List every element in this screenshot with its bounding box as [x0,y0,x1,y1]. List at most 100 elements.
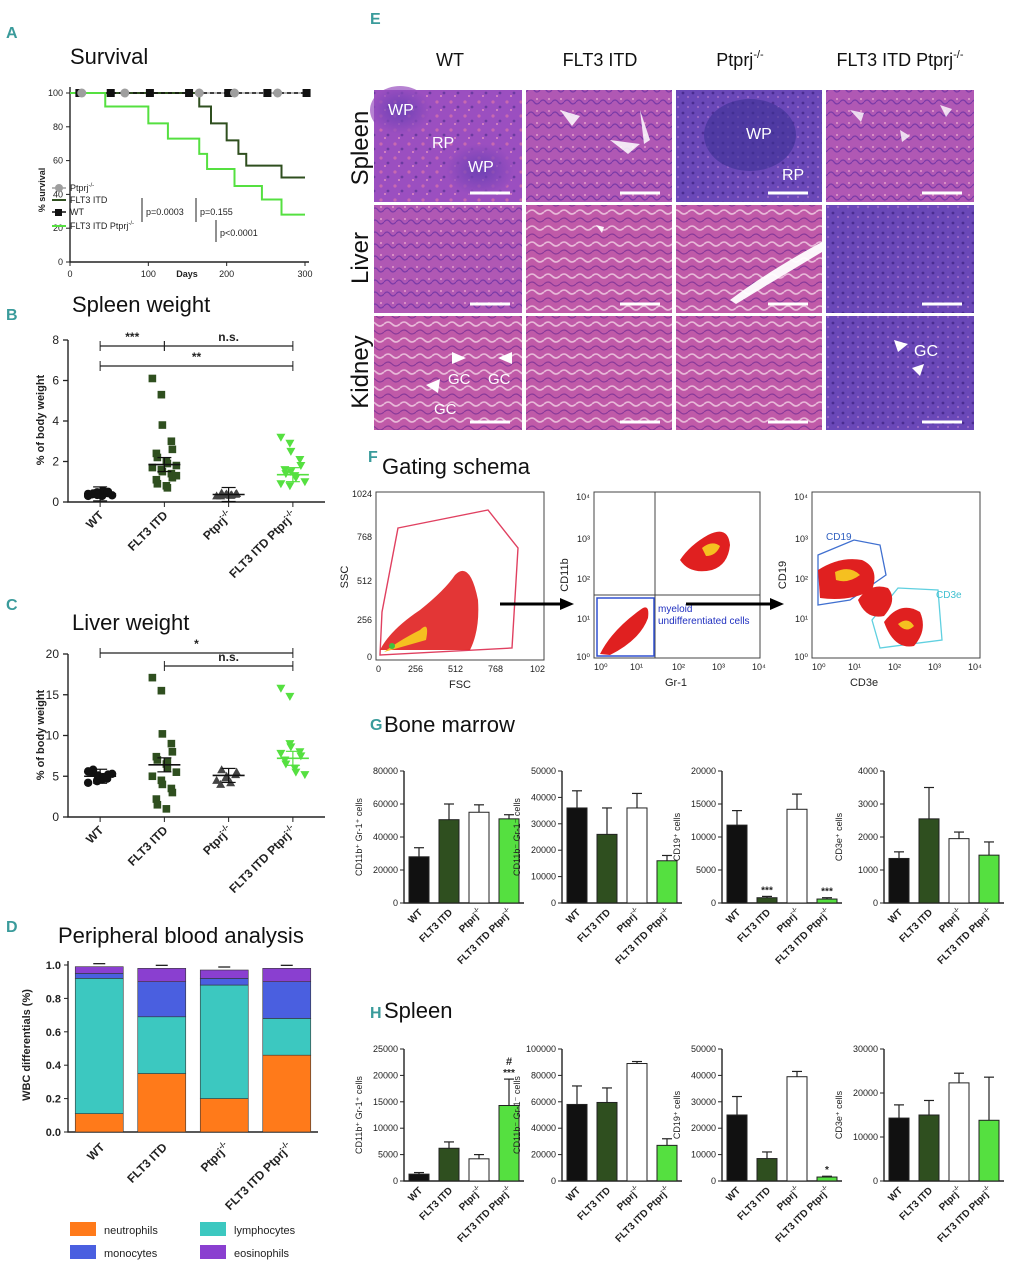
spl-3-xlabel-2: Ptprj-/- [937,1185,966,1214]
survival-xtick-label: 100 [141,269,156,279]
spl-3-bar-0 [888,1117,910,1182]
survival-marker-wt [302,89,311,97]
spleen-point [157,390,166,399]
flow2-ytick-0: 10⁰ [576,652,590,662]
liver-sig-label: n.s. [218,650,239,664]
spleen-point [167,469,176,478]
pvalue-1: p=0.0003 [146,207,184,217]
spl-3-xlabel-3: FLT3 ITD Ptprj-/- [935,1185,995,1245]
spleen-point [152,449,161,458]
bm-2-ytick-label: 15000 [691,799,716,809]
flow3-xtick-0: 10⁰ [812,662,826,672]
spl-2-bar-0 [726,1114,748,1182]
liver-point [167,784,176,793]
spleen-ytick-label: 4 [52,414,59,428]
liver-xlabel-1: FLT3 ITD [125,823,171,869]
bm-2-ytick-label: 10000 [691,832,716,842]
label-gc-4: GC [914,343,938,360]
spl-2-ytick-label: 20000 [691,1123,716,1133]
legend-swatch-eosinophils [200,1245,226,1259]
label-wp-1: WP [388,102,414,119]
bm-1-bar-1 [596,833,618,904]
flow1-xlabel: FSC [449,679,471,691]
legend-neutrophils: neutrophils [104,1225,158,1237]
spleen-point [102,488,112,498]
survival-curves [70,88,311,216]
flow2-ytick-4: 10⁴ [576,492,590,502]
spleen-point [148,374,157,383]
survival-ytick-label: 20 [53,223,63,233]
liver-point [168,788,177,797]
liver-point [172,768,181,776]
survival-ytick-label: 40 [53,189,63,199]
blood-bar-eosinophils [199,969,249,979]
bm-3-ytick-label: 0 [873,898,878,908]
spl-2-xlabel-1: FLT3 ITD [736,1185,773,1222]
spl-1-ytick-label: 60000 [531,1097,556,1107]
flow1-xtick-1: 256 [408,664,423,674]
survival-axis-lines [69,87,309,263]
bm-1-bar-3 [656,860,678,904]
flow2-xtick-0: 10⁰ [594,662,608,672]
spleen-bar-charts: 0 5000 10000 15000 20000 25000 CD11b⁺ Gr-1⁺ ce… [354,1044,1004,1245]
spleen-xlabel-2: Ptprj-/- [199,507,235,543]
bm-1-xlabel-2: Ptprj-/- [615,907,644,936]
spl-2-ytick-label: 50000 [691,1044,716,1054]
spl-0-ytick-label: 25000 [373,1044,398,1054]
bm-2-sig-1: *** [761,885,773,896]
liver-point [212,775,222,784]
spl-3-bar-2 [948,1082,970,1182]
bm-3-xlabel-3: FLT3 ITD Ptprj-/- [935,907,995,967]
bm-2-ylabel: CD19⁺ cells [672,812,682,861]
histo-spleen-flt3 [526,90,672,202]
pvalue-2: p=0.155 [200,207,233,217]
spleen-point [285,482,295,491]
histo-kidney-double [826,316,974,430]
panel-c-label: C [6,597,18,614]
survival-curve-flt3 [70,92,305,179]
bm-1-xlabel-0: WT [564,907,583,926]
survival-marker-wt [145,89,154,97]
liver-point [232,767,242,776]
liver-point [83,778,93,787]
spleen-weight-y-label: % of body weight [35,374,47,465]
bm-3-xlabel-2: Ptprj-/- [937,907,966,936]
histology-row-kidney: Kidney [347,335,374,408]
liver-ytick-label: 10 [46,729,60,743]
liver-point [216,779,226,788]
survival-marker-ptprj [230,88,239,98]
bm-3-ytick-label: 3000 [858,799,878,809]
spl-0-ylabel: CD11b⁺ Gr-1⁺ cells [354,1076,364,1154]
liver-weight-y-label: % of body weight [35,689,47,780]
bm-1-ytick-label: 0 [551,898,556,908]
spl-1-ytick-label: 80000 [531,1070,556,1080]
panel-h-label: H [370,1005,382,1022]
blood-ytick-label: 0.8 [46,993,61,1005]
liver-point [148,772,157,781]
bm-2-xlabel-2: Ptprj-/- [775,907,804,936]
spleen-point [152,475,161,484]
spl-0-ytick-label: 15000 [373,1097,398,1107]
liver-point [276,749,286,758]
blood-ytick-label: 0.6 [46,1027,61,1039]
bm-1-ytick-label: 30000 [531,819,556,829]
flow3-xtick-3: 10³ [928,662,941,672]
survival-xtick-label: 300 [297,269,312,279]
spl-3-ytick-label: 0 [873,1176,878,1186]
histology-row-liver: Liver [347,232,374,284]
label-gc-3: GC [434,401,457,418]
legend-eosinophils: eosinophils [234,1248,290,1260]
blood-ytick-label: 1.0 [46,960,61,972]
label-rp-2: RP [782,167,804,184]
bm-1-ytick-label: 40000 [531,792,556,802]
spl-0-bar-2 [468,1158,490,1182]
histology-col-ptprj: Ptprj-/- [716,49,764,70]
bm-1-ylabel: CD11b⁻ Gr-1⁻ cells [512,798,522,876]
spl-2-bar-1 [756,1158,778,1182]
bm-0-ytick-label: 60000 [373,799,398,809]
bm-3-xlabel-1: FLT3 ITD [898,907,935,944]
flow1-ytick-0: 0 [367,652,372,662]
spl-0-xlabel-1: FLT3 ITD [418,1185,455,1222]
liver-point [167,739,176,748]
liver-point [157,776,166,785]
